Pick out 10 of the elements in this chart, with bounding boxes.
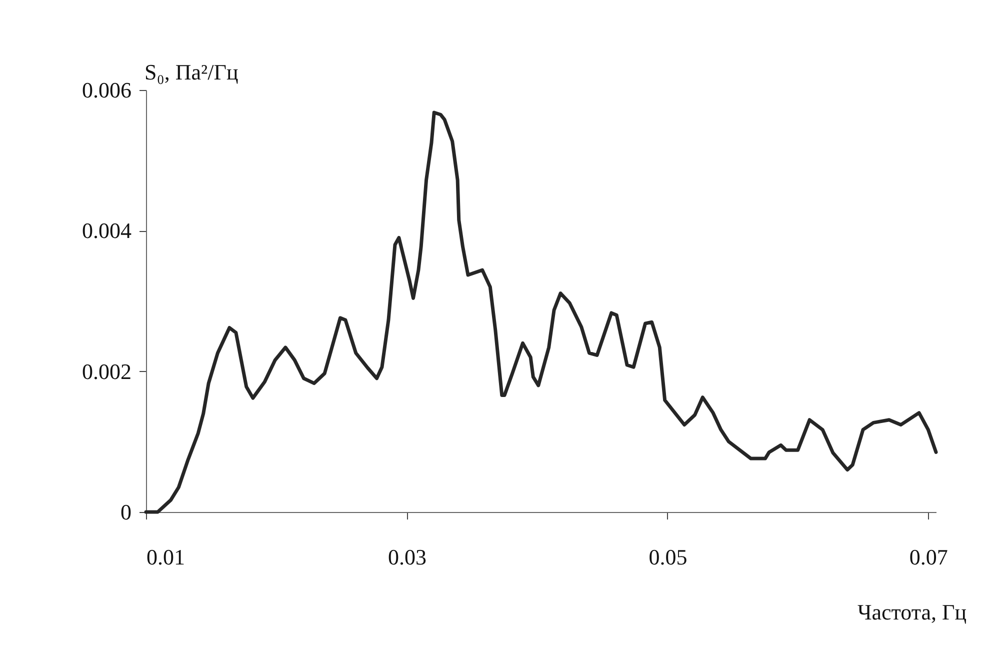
y-tick-label: 0.002 <box>82 358 132 384</box>
x-tick-label: 0.05 <box>648 544 688 570</box>
x-tick-label: 0.03 <box>388 544 426 570</box>
x-tick-label: 0.01 <box>146 544 185 570</box>
x-tick-label: 0.07 <box>909 544 948 570</box>
y-axis-title: S₀, Па²/Гц <box>144 60 238 84</box>
y-tick-label: 0.004 <box>82 218 132 244</box>
y-tick-label: 0.006 <box>82 78 132 102</box>
y-tick-label: 0 <box>120 500 132 524</box>
x-axis-title: Частота, Гц <box>857 600 967 624</box>
